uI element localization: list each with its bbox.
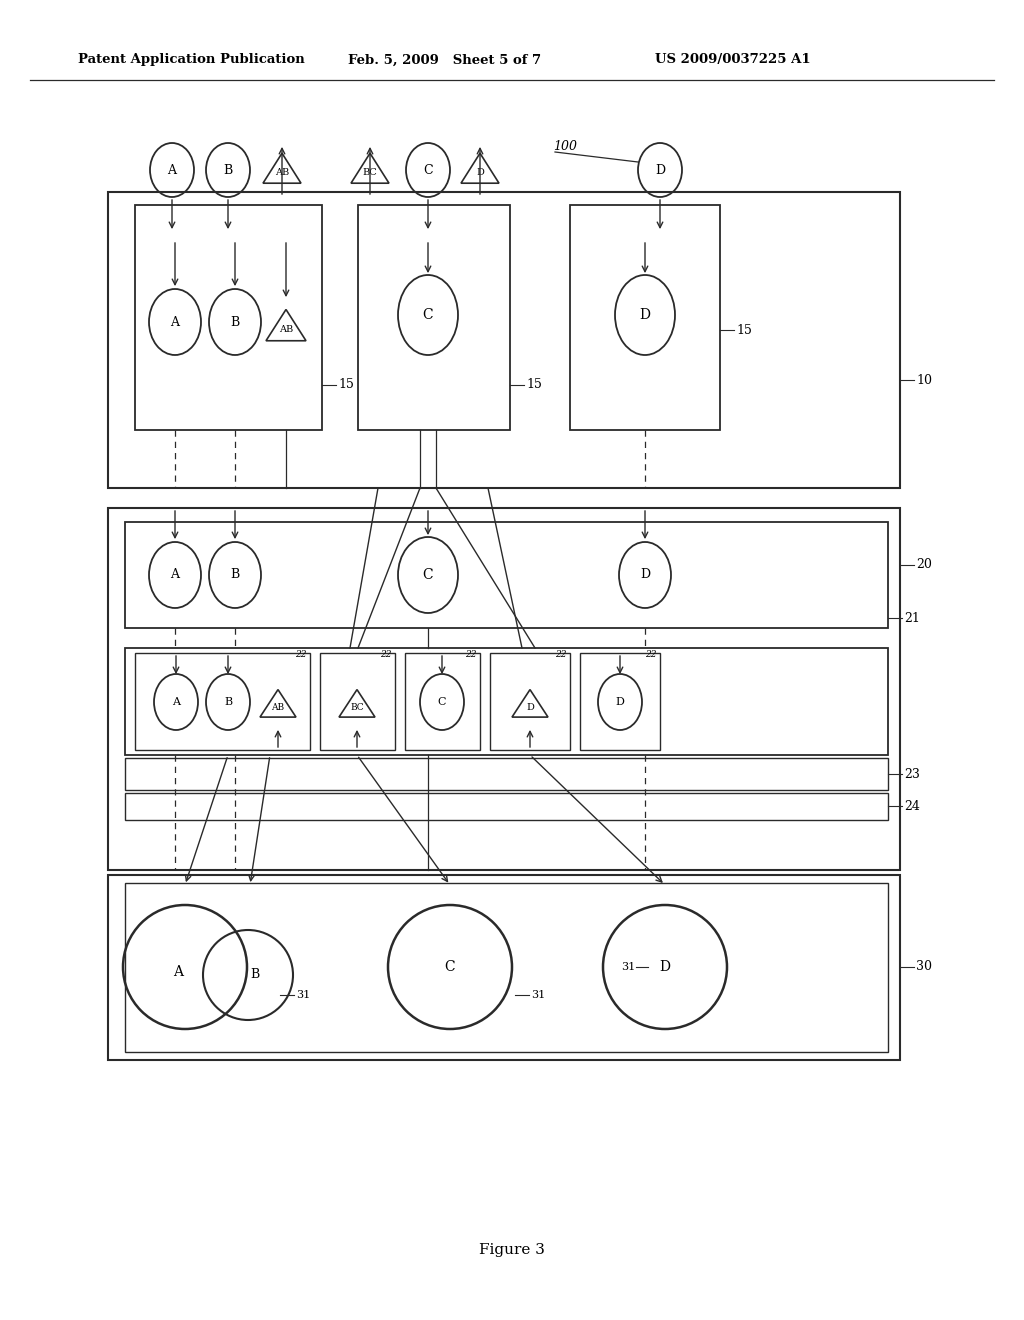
Text: 15: 15 — [338, 379, 354, 392]
Text: 20: 20 — [916, 558, 932, 572]
Text: D: D — [526, 702, 534, 711]
Text: Patent Application Publication: Patent Application Publication — [78, 54, 305, 66]
Text: A: A — [168, 164, 176, 177]
Text: A: A — [172, 697, 180, 708]
Bar — [135, 653, 310, 750]
Bar — [406, 653, 480, 750]
Text: Figure 3: Figure 3 — [479, 1243, 545, 1257]
Bar — [490, 653, 570, 750]
Text: 24: 24 — [904, 800, 920, 813]
Text: B: B — [251, 969, 260, 982]
Text: US 2009/0037225 A1: US 2009/0037225 A1 — [655, 54, 811, 66]
Bar — [125, 648, 888, 755]
Text: AB: AB — [279, 325, 293, 334]
Text: 22: 22 — [555, 649, 567, 659]
Text: 15: 15 — [736, 323, 752, 337]
Text: 23: 23 — [904, 767, 920, 780]
Text: 30: 30 — [916, 961, 932, 974]
Text: 15: 15 — [526, 379, 542, 392]
Text: 22: 22 — [645, 649, 657, 659]
Bar — [125, 793, 888, 820]
Text: AB: AB — [271, 702, 285, 711]
Text: C: C — [423, 308, 433, 322]
Text: C: C — [444, 960, 456, 974]
Text: 100: 100 — [553, 140, 577, 153]
Text: 22: 22 — [296, 649, 307, 659]
Text: 10: 10 — [916, 374, 932, 387]
Text: A: A — [171, 569, 179, 582]
Bar — [580, 653, 660, 750]
Text: B: B — [224, 697, 232, 708]
Text: D: D — [615, 697, 625, 708]
Bar — [108, 508, 900, 870]
Bar — [570, 205, 720, 430]
Bar — [125, 521, 888, 628]
Text: C: C — [437, 697, 446, 708]
Bar — [358, 205, 510, 430]
Text: AB: AB — [274, 168, 289, 177]
Text: C: C — [423, 164, 433, 177]
Text: D: D — [655, 164, 665, 177]
Text: 22: 22 — [466, 649, 477, 659]
Text: 22: 22 — [381, 649, 392, 659]
Text: 31: 31 — [621, 962, 635, 972]
Text: BC: BC — [350, 702, 364, 711]
Text: C: C — [423, 568, 433, 582]
Text: 31: 31 — [531, 990, 545, 1001]
Bar — [135, 205, 322, 430]
Text: A: A — [173, 965, 183, 979]
Text: B: B — [230, 569, 240, 582]
Text: B: B — [230, 315, 240, 329]
Bar — [108, 875, 900, 1060]
Text: D: D — [476, 168, 484, 177]
Text: D: D — [659, 960, 671, 974]
Text: Feb. 5, 2009   Sheet 5 of 7: Feb. 5, 2009 Sheet 5 of 7 — [348, 54, 541, 66]
Text: 31: 31 — [296, 990, 310, 1001]
Bar — [108, 191, 900, 488]
Text: D: D — [640, 308, 650, 322]
Text: B: B — [223, 164, 232, 177]
Text: 21: 21 — [904, 611, 920, 624]
Text: D: D — [640, 569, 650, 582]
Bar — [319, 653, 395, 750]
Bar — [125, 883, 888, 1052]
Text: A: A — [171, 315, 179, 329]
Bar — [125, 758, 888, 789]
Text: BC: BC — [362, 168, 378, 177]
